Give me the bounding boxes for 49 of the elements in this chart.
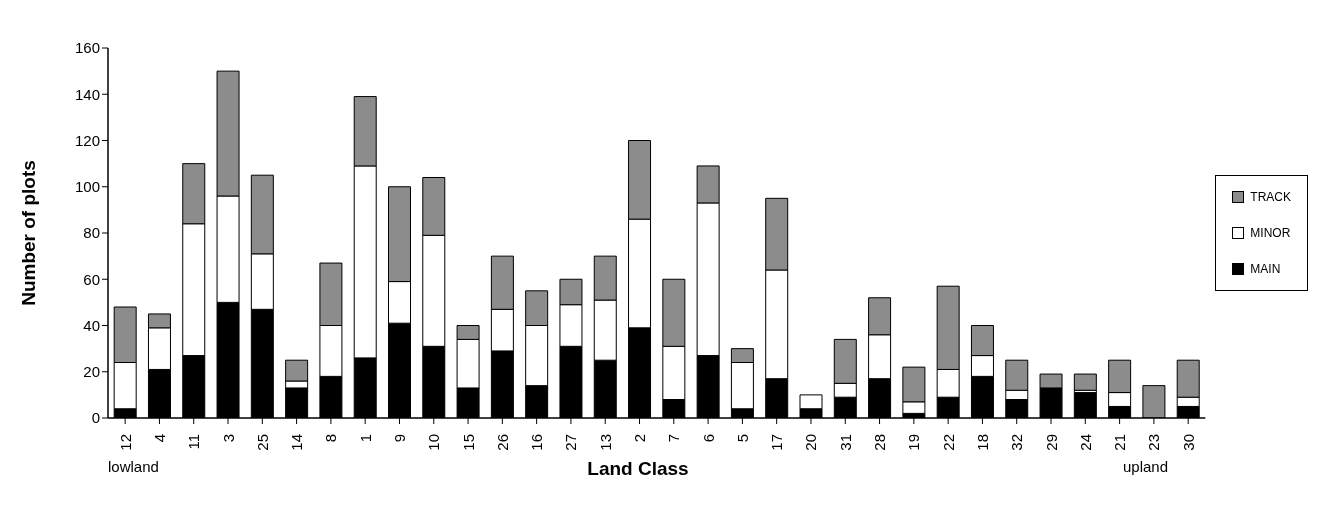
- x-tick-label: 12: [116, 434, 134, 451]
- y-tick-label: 40: [83, 316, 100, 334]
- x-tick-label: 3: [219, 434, 237, 443]
- x-tick-label: 28: [871, 434, 889, 451]
- y-tick-label: 20: [83, 363, 100, 381]
- x-tick-label: 29: [1042, 434, 1060, 451]
- x-tick-label: 11: [185, 434, 203, 450]
- y-tick-label: 120: [74, 131, 100, 149]
- x-tick-label: 4: [150, 434, 168, 443]
- x-tick-label: 22: [939, 434, 957, 451]
- x-tick-label: 32: [1008, 434, 1026, 451]
- x-tick-label: 20: [802, 434, 820, 451]
- x-tick-label: 23: [1145, 434, 1163, 451]
- x-tick-label: 17: [768, 434, 786, 451]
- x-tick-label: 19: [905, 434, 923, 451]
- y-tick-label: 80: [83, 224, 100, 242]
- x-tick-label: 13: [596, 434, 614, 451]
- x-tick-label: 27: [562, 434, 580, 451]
- text: upland: [1122, 458, 1168, 475]
- x-tick-label: 24: [1076, 434, 1094, 451]
- legend-label: TRACK: [1250, 190, 1291, 204]
- x-tick-label: 6: [699, 434, 717, 443]
- x-tick-label: 15: [459, 434, 477, 451]
- legend-label: MINOR: [1250, 226, 1291, 240]
- x-tick-label: 2: [631, 434, 649, 443]
- x-tick-label: 8: [322, 434, 340, 443]
- x-tick-label: 30: [1179, 434, 1197, 451]
- y-tick-label: 60: [83, 270, 100, 288]
- y-tick-label: 140: [74, 85, 100, 103]
- x-tick-label: 9: [390, 434, 408, 443]
- x-tick-label: 16: [528, 434, 546, 451]
- y-axis-title: Number of plots: [17, 160, 39, 306]
- bar: [1073, 373, 1097, 391]
- text: lowland: [108, 458, 159, 475]
- y-tick-label: 0: [91, 409, 100, 427]
- x-tick-label: 21: [1111, 434, 1129, 451]
- x-tick-label: 25: [253, 434, 271, 451]
- x-tick-label: 10: [425, 434, 443, 451]
- x-tick-label: 1: [356, 434, 374, 443]
- x-tick-label: 14: [288, 434, 306, 451]
- x-axis-title: Land Class: [587, 458, 689, 480]
- y-tick-label: 160: [74, 39, 100, 57]
- x-tick-label: 18: [973, 434, 991, 451]
- x-tick-label: 5: [733, 434, 751, 443]
- y-tick-label: 100: [74, 178, 100, 196]
- x-tick-label: 31: [836, 434, 854, 451]
- x-tick-label: 26: [493, 434, 511, 451]
- x-tick-label: 7: [665, 434, 683, 443]
- legend-label: MAIN: [1250, 262, 1281, 276]
